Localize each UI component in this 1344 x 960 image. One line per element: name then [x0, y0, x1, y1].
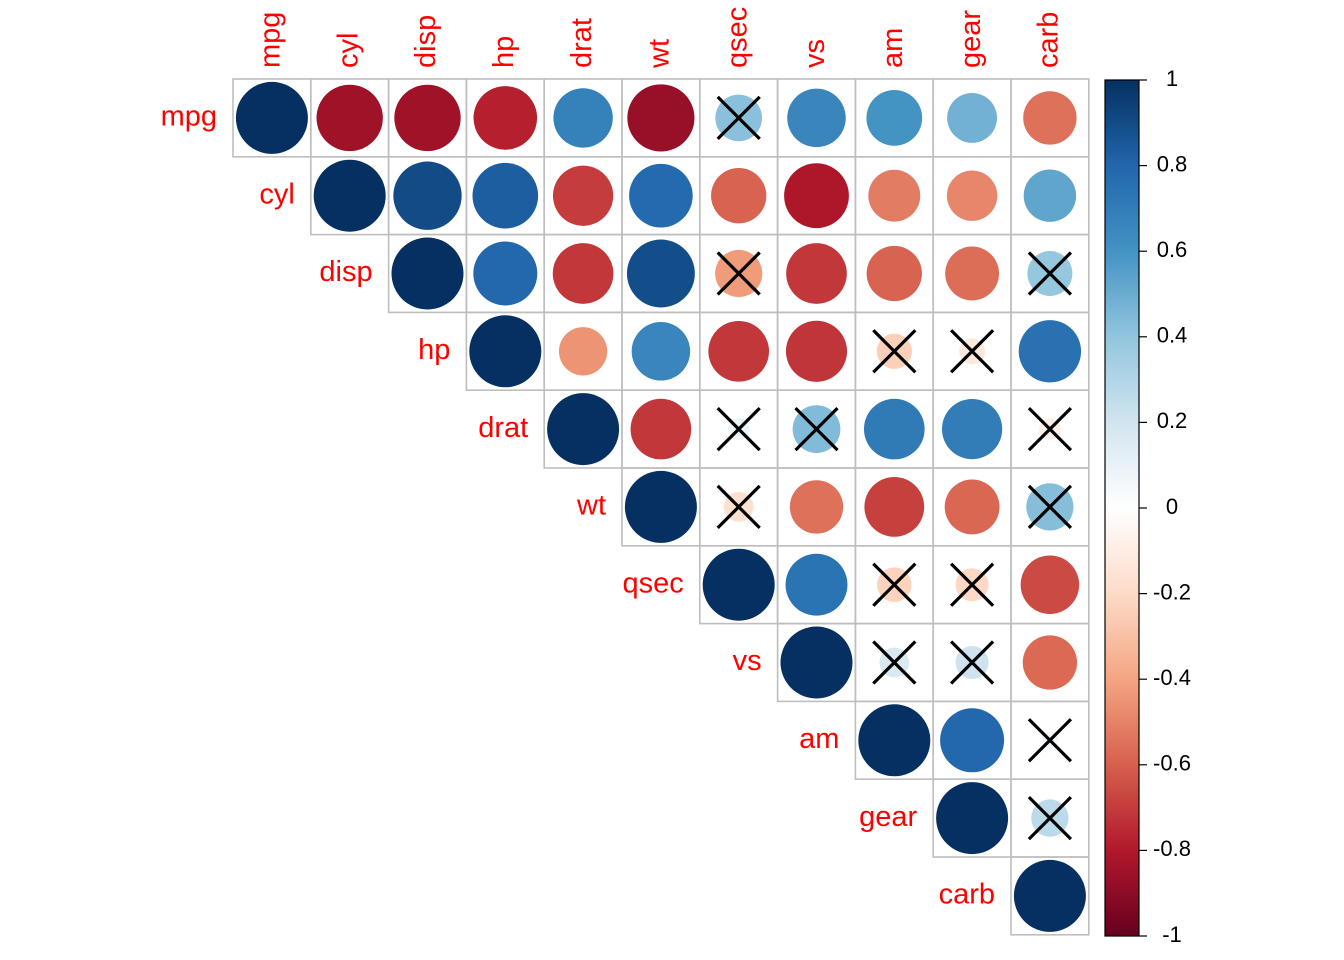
corr-circle-mpg-disp — [394, 85, 460, 151]
colorbar-tick-label: 0.8 — [1157, 151, 1188, 176]
colorbar-tick-label: -1 — [1162, 922, 1182, 947]
column-label-mpg: mpg — [255, 12, 287, 68]
colorbar-tick-label: 0.6 — [1157, 237, 1188, 262]
corr-circle-hp-wt — [632, 322, 690, 380]
column-label-disp: disp — [410, 15, 442, 68]
corr-circle-cyl-wt — [629, 164, 693, 228]
row-label-drat: drat — [478, 412, 528, 444]
column-label-carb: carb — [1033, 12, 1065, 68]
correlation-circles — [236, 82, 1086, 932]
colorbar-tick-label: -0.6 — [1153, 751, 1191, 776]
corr-circle-am-gear — [940, 708, 1004, 772]
insignificant-cross-icon — [951, 330, 993, 372]
corr-circle-mpg-hp — [474, 86, 538, 150]
corr-circle-drat-am — [864, 399, 925, 460]
corr-circle-cyl-carb — [1024, 169, 1076, 221]
row-label-mpg: mpg — [161, 101, 217, 133]
corr-circle-disp-am — [867, 246, 922, 301]
corr-circle-hp-hp — [469, 315, 541, 387]
corr-circle-carb-carb — [1014, 860, 1086, 932]
corr-circle-cyl-gear — [947, 171, 997, 221]
color-legend: 1 0.8 0.6 0.4 0.2 0 -0.2 -0.4 -0.6 -0.8 -1 — [1105, 66, 1191, 947]
corr-circle-drat-drat — [547, 393, 619, 465]
corr-circle-cyl-vs — [784, 163, 849, 228]
colorbar-gradient — [1105, 80, 1139, 936]
corr-circle-mpg-gear — [947, 93, 997, 143]
row-label-am: am — [799, 723, 839, 755]
corr-circle-disp-vs — [786, 243, 847, 304]
row-label-hp: hp — [418, 334, 450, 366]
column-label-hp: hp — [488, 36, 520, 68]
row-label-cyl: cyl — [259, 178, 294, 210]
corr-circle-hp-drat — [559, 327, 607, 375]
row-label-vs: vs — [733, 645, 762, 677]
colorbar-tick-label: 0.4 — [1157, 323, 1188, 348]
column-label-drat: drat — [566, 18, 598, 68]
corr-circle-qsec-carb — [1021, 555, 1079, 613]
corr-circle-disp-wt — [627, 240, 695, 308]
colorbar-tick-label: -0.8 — [1153, 836, 1191, 861]
row-label-disp: disp — [319, 256, 372, 288]
corr-circle-drat-gear — [942, 399, 1002, 459]
corr-circle-mpg-wt — [627, 84, 694, 151]
corr-circle-am-am — [858, 704, 930, 776]
row-label-gear: gear — [859, 801, 917, 833]
column-label-am: am — [877, 28, 909, 68]
corr-circle-mpg-am — [866, 90, 922, 146]
insignificant-cross-icon — [1029, 719, 1071, 761]
column-label-vs: vs — [799, 39, 831, 68]
row-label-wt: wt — [576, 490, 606, 522]
row-label-carb: carb — [939, 879, 995, 911]
corr-circle-wt-am — [864, 477, 924, 537]
insignificant-cross-icon — [1029, 408, 1071, 450]
corr-circle-cyl-disp — [393, 162, 461, 230]
corr-circle-qsec-qsec — [703, 549, 775, 621]
colorbar-tick-label: -0.4 — [1153, 665, 1191, 690]
corr-circle-hp-vs — [786, 321, 847, 382]
colorbar-tick-label: 0 — [1166, 494, 1178, 519]
corr-circle-drat-wt — [631, 399, 692, 460]
corr-circle-cyl-cyl — [314, 160, 386, 232]
row-label-qsec: qsec — [623, 567, 684, 599]
colorbar-tick-label: 1 — [1166, 66, 1178, 91]
corr-circle-cyl-am — [868, 170, 920, 222]
corr-circle-qsec-vs — [786, 554, 848, 616]
column-label-qsec: qsec — [721, 7, 753, 68]
corr-circle-disp-hp — [473, 242, 537, 306]
column-labels: mpg cyl disp hp drat wt qsec vs am gear carb — [255, 7, 1065, 69]
corr-circle-vs-carb — [1023, 635, 1077, 689]
corr-circle-cyl-hp — [473, 163, 539, 229]
corr-circle-disp-gear — [945, 247, 999, 301]
corr-circle-mpg-drat — [553, 88, 612, 147]
corr-circle-disp-drat — [553, 243, 614, 304]
corr-circle-wt-gear — [945, 479, 1000, 534]
corr-circle-wt-vs — [790, 480, 843, 533]
column-label-cyl: cyl — [332, 33, 364, 68]
column-label-gear: gear — [955, 10, 987, 68]
corr-circle-cyl-drat — [553, 166, 613, 226]
corr-circle-mpg-carb — [1023, 91, 1076, 144]
corr-circle-hp-carb — [1019, 320, 1081, 382]
corr-circle-mpg-vs — [787, 89, 845, 147]
corr-circle-mpg-cyl — [317, 85, 383, 151]
corr-circle-disp-disp — [392, 238, 464, 310]
corr-circle-hp-qsec — [708, 321, 769, 382]
corr-circle-mpg-mpg — [236, 82, 308, 154]
column-label-wt: wt — [644, 39, 676, 69]
corr-circle-gear-gear — [936, 782, 1008, 854]
corr-circle-vs-vs — [781, 627, 853, 699]
colorbar-tick-label: 0.2 — [1157, 408, 1188, 433]
corr-circle-cyl-qsec — [711, 168, 766, 223]
colorbar-tick-label: -0.2 — [1153, 579, 1191, 604]
insignificant-cross-icon — [718, 408, 760, 450]
corr-circle-wt-wt — [625, 471, 697, 543]
